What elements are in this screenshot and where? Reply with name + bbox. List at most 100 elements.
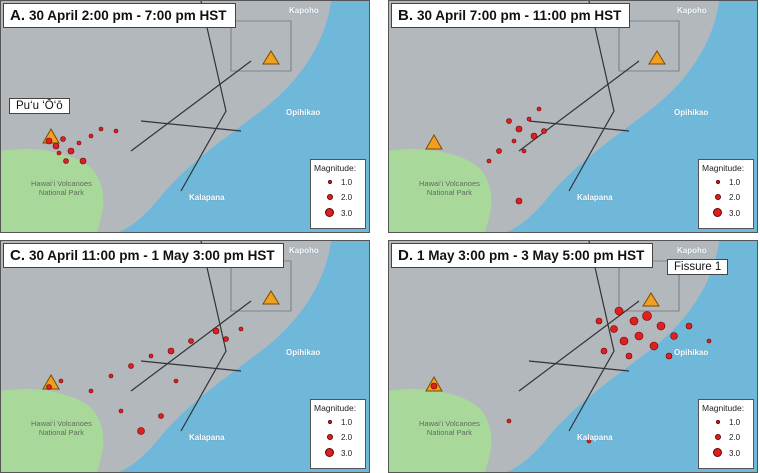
legend-row: 2.0 (699, 192, 753, 204)
earthquake-marker (45, 137, 53, 145)
earthquake-markers (46, 326, 244, 435)
park-area (389, 149, 492, 232)
earthquake-marker (541, 128, 547, 134)
earthquake-marker (526, 116, 532, 122)
earthquake-marker (642, 311, 652, 321)
legend-dot (713, 208, 722, 217)
place-kalapana: Kalapana (189, 193, 225, 202)
earthquake-marker (137, 427, 145, 435)
earthquake-marker (595, 317, 603, 325)
earthquake-marker (56, 150, 62, 156)
legend-row: 2.0 (699, 432, 753, 444)
earthquake-marker (629, 316, 639, 326)
earthquake-markers (430, 306, 712, 444)
magnitude-legend: Magnitude: 1.0 2.0 3.0 (698, 399, 754, 469)
legend-value: 3.0 (341, 449, 353, 458)
roads (518, 241, 640, 432)
earthquake-marker (167, 347, 175, 355)
park-area (1, 149, 104, 232)
earthquake-marker (614, 306, 624, 316)
earthquake-marker (173, 378, 179, 384)
park-label: Hawai‘i Volcanoes National Park (31, 179, 92, 197)
map-panel-c: C. 30 April 11:00 pm - 1 May 3:00 pm HST … (0, 240, 370, 473)
legend-dot (715, 434, 721, 440)
earthquake-marker (496, 148, 502, 154)
earthquake-marker (118, 408, 124, 414)
roads (518, 1, 640, 192)
earthquake-marker (67, 147, 75, 155)
earthquake-marker (88, 388, 94, 394)
subdivision-grid (618, 260, 680, 312)
legend-title: Magnitude: (702, 403, 745, 413)
map-panel-b: B. 30 April 7:00 pm - 11:00 pm HST Kapoho… (388, 0, 758, 233)
legend-dot (327, 434, 333, 440)
place-opihikao: Opihikao (674, 348, 709, 357)
callout-label: Fissure 1 (667, 259, 729, 275)
legend-title: Magnitude: (314, 163, 357, 173)
park-label-line1: Hawai‘i Volcanoes (419, 179, 480, 188)
earthquake-marker (148, 353, 154, 359)
park-area (389, 389, 492, 472)
panel-title: C. 30 April 11:00 pm - 1 May 3:00 pm HST (3, 243, 284, 268)
map-canvas (389, 241, 719, 472)
panel-title: D. 1 May 3:00 pm - 3 May 5:00 pm HST (391, 243, 654, 268)
place-kalapana: Kalapana (577, 193, 613, 202)
place-kapoho: Kapoho (289, 6, 319, 15)
legend-row: 2.0 (311, 192, 365, 204)
place-opihikao: Opihikao (674, 108, 709, 117)
legend-row: 3.0 (311, 448, 365, 460)
legend-value: 1.0 (341, 178, 353, 187)
callout-label: Pu‘u ‘Ō‘ō (9, 98, 70, 114)
place-opihikao: Opihikao (286, 348, 321, 357)
park-label-line2: National Park (426, 188, 472, 197)
earthquake-marker (530, 132, 538, 140)
earthquake-marker (521, 148, 527, 154)
earthquake-marker (506, 418, 512, 424)
earthquake-marker (60, 136, 66, 142)
panel-letter: B. (398, 7, 413, 24)
legend-dot (715, 194, 721, 200)
roads (130, 1, 252, 192)
earthquake-marker (625, 352, 633, 360)
legend-value: 3.0 (729, 209, 741, 218)
legend-dot (716, 420, 720, 424)
earthquake-marker (238, 326, 244, 332)
vent-fissure-icon (642, 292, 660, 307)
earthquake-marker (223, 336, 229, 342)
legend-value: 1.0 (729, 418, 741, 427)
place-kapoho: Kapoho (289, 246, 319, 255)
earthquake-marker (515, 125, 523, 133)
legend-value: 2.0 (729, 433, 741, 442)
legend-value: 2.0 (341, 193, 353, 202)
earthquake-marker (108, 373, 114, 379)
legend-title: Magnitude: (702, 163, 745, 173)
legend-row: 2.0 (311, 432, 365, 444)
panel-letter: C. (10, 247, 25, 264)
park-label-line1: Hawai‘i Volcanoes (31, 179, 92, 188)
park-label-line1: Hawai‘i Volcanoes (419, 419, 480, 428)
park-label-line2: National Park (38, 428, 84, 437)
panel-title: A. 30 April 2:00 pm - 7:00 pm HST (3, 3, 236, 28)
magnitude-legend: Magnitude: 1.0 2.0 3.0 (310, 399, 366, 469)
vent-puu-oo-icon (425, 133, 443, 150)
earthquake-markers (486, 106, 547, 205)
legend-value: 2.0 (729, 193, 741, 202)
map-canvas (1, 1, 331, 232)
earthquake-marker (113, 128, 119, 134)
park-label-line2: National Park (38, 188, 84, 197)
panel-title-text: 30 April 11:00 pm - 1 May 3:00 pm HST (29, 248, 275, 263)
earthquake-marker (76, 140, 82, 146)
earthquake-marker (619, 336, 629, 346)
earthquake-marker (430, 382, 438, 390)
earthquake-marker (58, 378, 64, 384)
park-area (1, 389, 104, 472)
place-kalapana: Kalapana (189, 433, 225, 442)
earthquake-marker (212, 327, 220, 335)
subdivision-grid (618, 20, 680, 72)
legend-row: 1.0 (311, 417, 365, 429)
park-label-line2: National Park (426, 428, 472, 437)
legend-row: 1.0 (311, 177, 365, 189)
earthquake-marker (52, 142, 60, 150)
map-panel-d: D. 1 May 3:00 pm - 3 May 5:00 pm HST Fiss… (388, 240, 758, 473)
earthquake-marker (98, 126, 104, 132)
